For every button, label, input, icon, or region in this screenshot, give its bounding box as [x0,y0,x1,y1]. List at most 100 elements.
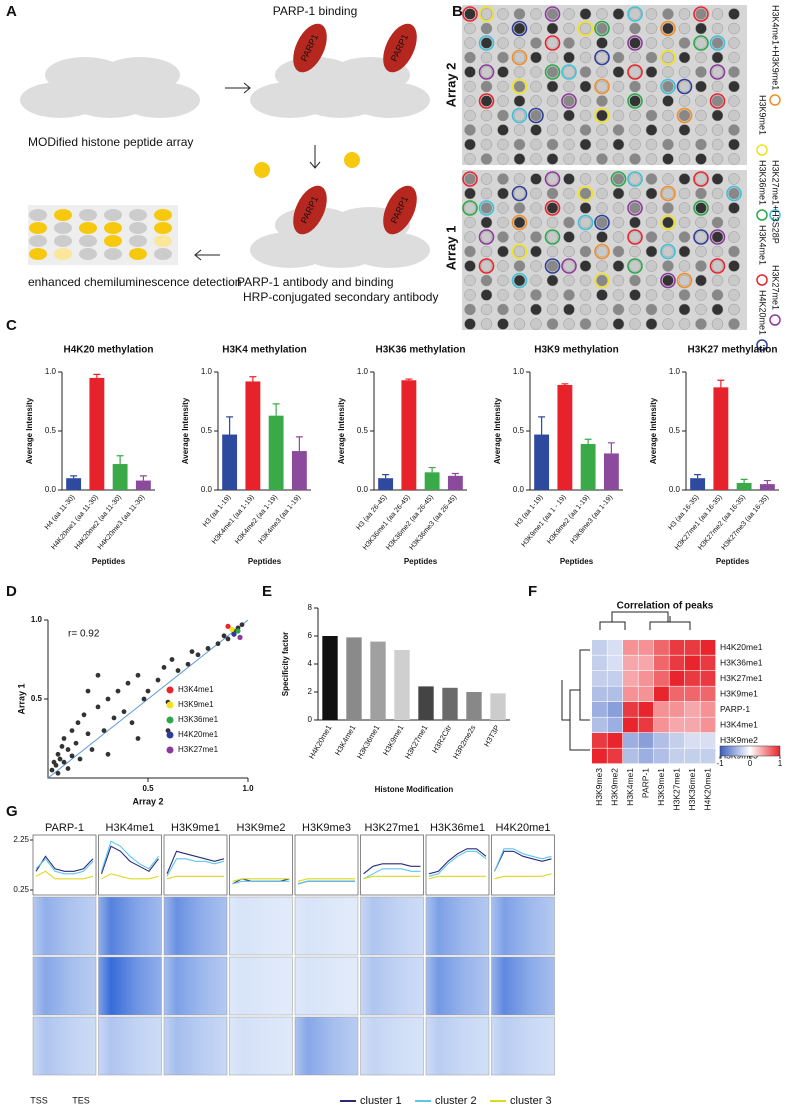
error-bar [428,466,436,473]
array-spot [629,109,641,122]
array-spot [513,37,526,49]
legend-label: H3K36me1 [178,715,219,724]
array-spot [728,124,740,136]
heatmap-cell [700,733,716,748]
ecl-spot [129,248,147,260]
array-spot [497,153,509,165]
array-spot [678,318,691,330]
array-spot [662,153,674,165]
heatmap-cell [638,686,654,702]
point [53,762,59,768]
array-spot [546,274,559,287]
array-highlight [511,185,528,202]
panel-a-art [20,23,430,268]
point [121,709,127,715]
array-spot [695,274,707,287]
row-label: H3K27me1 [720,673,763,683]
array-spot [711,216,724,229]
array-highlight [660,272,676,289]
error-bar [116,455,124,465]
array-spot [513,173,526,185]
chart-title: H3K4 methylation [222,345,306,356]
point [185,661,191,667]
array-spot [662,80,674,93]
array-spot [695,260,707,272]
array-spot [678,138,691,151]
legend-label: H3K4me1 [758,225,768,265]
legend-swatch [769,209,781,221]
heatmap-cell [654,671,669,686]
array-spot [497,216,509,229]
heat-block [163,1016,228,1076]
array-highlight [577,20,594,37]
array-highlight [693,171,709,187]
array-spot [695,153,707,165]
array-highlight [478,6,495,22]
array-spot [596,51,608,64]
array-highlight [511,214,528,231]
array-spot [662,303,674,316]
legend-label: H4K20me1 [178,730,219,739]
array-spot [728,216,740,229]
array-spot [530,173,542,185]
bar [135,480,151,490]
array-spot [530,37,542,49]
x-tick-label: H3K9me1 (aa 1 - 19) [520,494,567,549]
array-spot [612,37,625,49]
heatmap-cell [654,702,669,717]
x-tick-label: H3K4me3 (aa 1-19) [257,494,302,546]
array-spot [612,318,625,330]
ecl-spot [154,235,172,247]
heat-block [229,956,293,1016]
column-label: PARP-1 [641,768,651,798]
array-spot [497,318,509,330]
profile-line [35,855,94,872]
array-spot [513,124,526,136]
error-bar [717,379,725,388]
point [155,677,161,683]
array-spot [612,51,625,64]
array-spot [629,216,641,229]
array-spot [645,173,658,185]
dendrogram [561,649,590,751]
array-highlight [627,35,643,51]
array-spot [464,274,476,287]
array-spot [645,202,658,214]
y-tick-label: 0 [308,715,313,724]
array-highlight [544,35,561,51]
array-spot [728,8,740,20]
array-label: Array 1 [443,226,458,271]
array-spot [695,95,707,107]
point [105,751,111,757]
array-spot [596,318,608,330]
array-spot [563,231,575,243]
panel-title: H3K27me1 [364,822,419,834]
y-axis-label: Array 1 [16,683,26,714]
panel-label: E [262,583,272,600]
column-label: H3K9me2 [610,768,620,806]
array-spot [497,80,509,93]
array-highlight [544,171,561,187]
array-spot [695,8,707,20]
array-spot [662,138,674,151]
error-bar [763,479,771,485]
y-tick-label: 1.0 [513,367,525,376]
point [111,715,117,721]
bar [89,377,105,490]
array-spot [711,245,724,258]
y-tick-label: 0.0 [357,485,369,494]
heatmap-cell [669,686,685,702]
legend-swatch [756,209,768,221]
error-bar [249,376,257,382]
heatmap-cell [700,686,716,702]
array-spot [662,8,674,20]
array-highlight [511,107,528,124]
array-highlight [594,78,610,95]
x-axis-label: Histone Modification [375,785,454,794]
array-spot [629,274,641,287]
array-spot [695,109,707,122]
heatmap-cell [638,748,654,764]
array-spot [579,231,592,243]
point [57,756,63,762]
error-bar [93,373,101,378]
